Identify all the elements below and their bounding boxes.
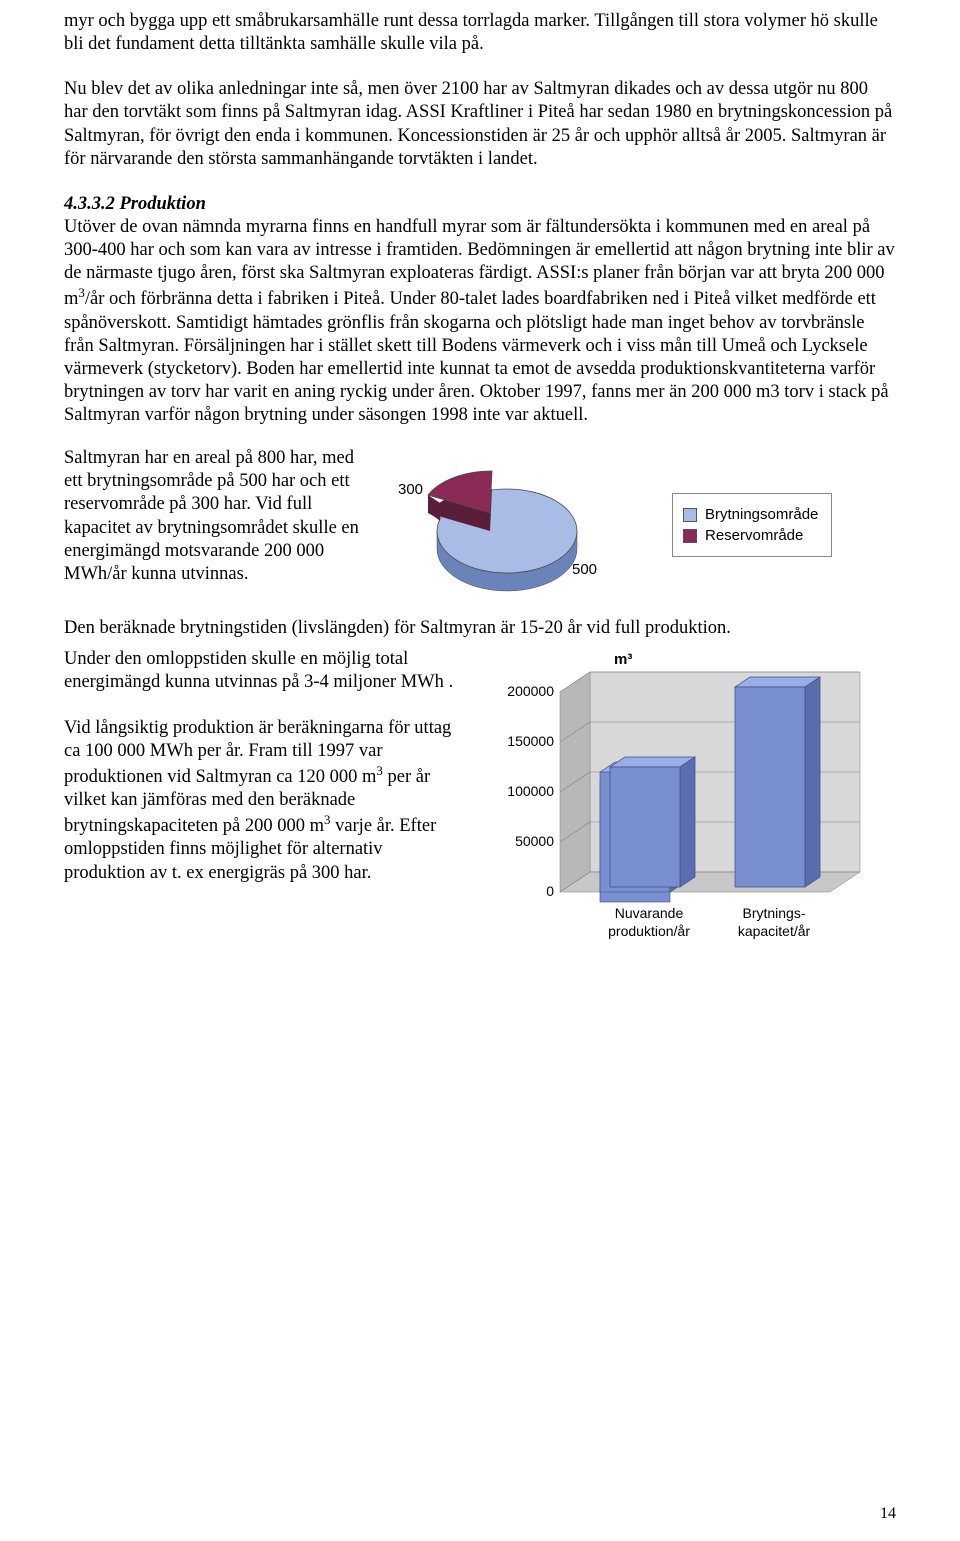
bar-chart-title: m³ (614, 651, 632, 668)
y-axis-labels: 0 50000 100000 150000 200000 (507, 683, 554, 899)
section-heading: 4.3.3.2 Produktion (64, 194, 206, 214)
document-page: myr och bygga upp ett småbrukarsamhälle … (0, 0, 960, 1541)
pie-chart-section: Saltmyran har en areal på 800 har, med e… (64, 447, 896, 595)
svg-text:50000: 50000 (515, 833, 554, 849)
svg-text:Nuvarande: Nuvarande (615, 905, 684, 921)
paragraph-1: myr och bygga upp ett småbrukarsamhälle … (64, 10, 896, 56)
svg-text:produktion/år: produktion/år (608, 923, 690, 939)
x-axis-labels: Nuvarande produktion/år Brytnings- kapac… (608, 905, 810, 939)
paragraph-6: Vid långsiktig produktion är beräkningar… (64, 717, 466, 885)
svg-text:kapacitet/år: kapacitet/år (738, 923, 811, 939)
pie-label-500: 500 (572, 561, 597, 578)
pie-chart: 300 500 Brytningsområde Reservområde (382, 447, 896, 595)
legend-swatch-2 (683, 529, 697, 543)
page-number: 14 (880, 1505, 896, 1523)
section-heading-block: 4.3.3.2 Produktion Utöver de ovan nämnda… (64, 193, 896, 427)
bar-chart-section: Under den omloppstiden skulle en möjlig … (64, 648, 896, 983)
bar-chart-svg: m³ (484, 648, 884, 978)
pie-chart-svg (382, 455, 642, 595)
legend-swatch-1 (683, 508, 697, 522)
legend-label-1: Brytningsområde (705, 506, 818, 523)
svg-text:100000: 100000 (507, 783, 554, 799)
svg-text:200000: 200000 (507, 683, 554, 699)
paragraph-3b: /år och förbränna detta i fabriken i Pit… (64, 289, 889, 425)
pie-label-300: 300 (398, 481, 423, 498)
bar-chart: m³ (484, 648, 844, 983)
svg-text:Brytnings-: Brytnings- (742, 905, 805, 921)
legend-label-2: Reservområde (705, 527, 803, 544)
svg-text:150000: 150000 (507, 733, 554, 749)
paragraph-4: Saltmyran har en areal på 800 har, med e… (64, 447, 364, 586)
legend-item-brytningsomrade: Brytningsområde (683, 506, 821, 523)
pie-legend: Brytningsområde Reservområde (672, 493, 832, 557)
paragraph-5b: Under den omloppstiden skulle en möjlig … (64, 648, 466, 694)
svg-text:0: 0 (546, 883, 554, 899)
legend-item-reservomrade: Reservområde (683, 527, 821, 544)
paragraph-5a: Den beräknade brytningstiden (livslängde… (64, 617, 896, 640)
paragraph-2: Nu blev det av olika anledningar inte så… (64, 78, 896, 171)
